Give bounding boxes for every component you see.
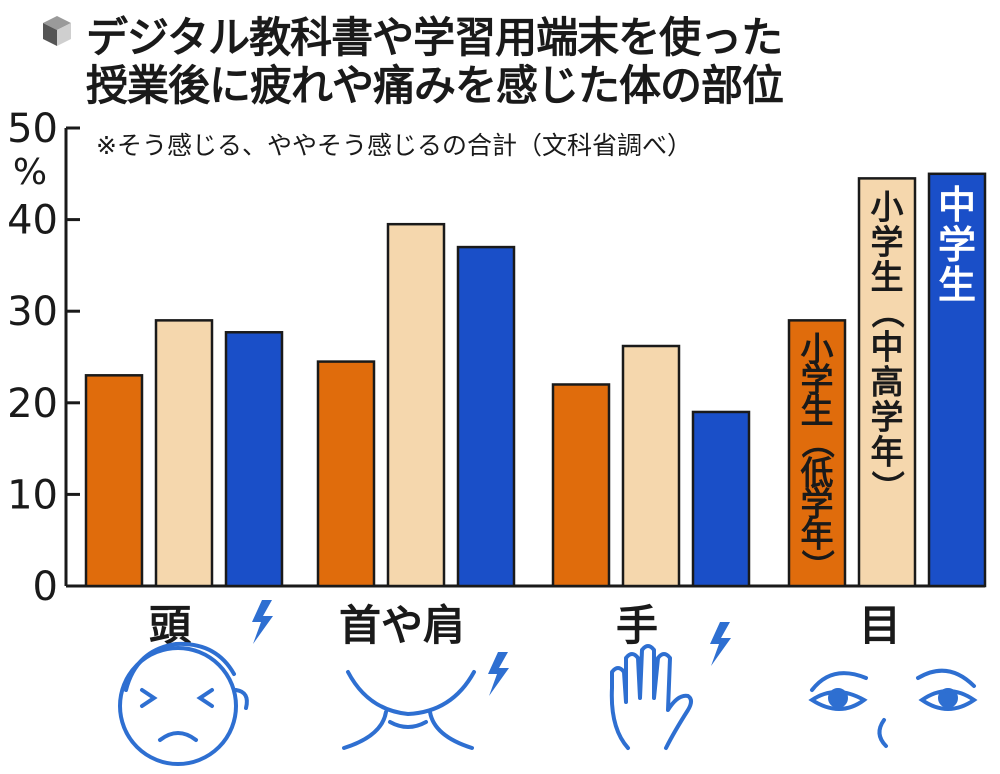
legend-label-char: ） <box>797 549 836 582</box>
chart-subtitle: ※そう感じる、ややそう感じるの合計（文科省調べ） <box>96 131 692 160</box>
bar-0-2 <box>224 331 284 588</box>
y-tick-label: 20 <box>7 381 58 427</box>
bar-0-0 <box>84 374 144 588</box>
bar-2-1 <box>621 344 681 588</box>
body-part-icons <box>118 600 978 766</box>
y-unit-label: % <box>13 152 47 193</box>
bar-1-0 <box>316 360 376 588</box>
legend-label-char: 学 <box>938 223 976 267</box>
lightning-bolt-icon <box>252 600 273 644</box>
bar-0-1 <box>154 319 214 588</box>
bar-2-2 <box>691 410 751 588</box>
bar-3-1 <box>857 177 917 588</box>
category-label: 目 <box>859 601 901 650</box>
bar-2-0 <box>551 383 611 588</box>
bar-1-2 <box>456 245 516 588</box>
legend-label-char: 低 <box>801 453 834 492</box>
legend-label-char: 小 <box>801 329 834 368</box>
legend-label-char: 年 <box>871 432 904 471</box>
neck-shoulder-pain-icon <box>342 670 476 750</box>
legend-label-char: （ <box>867 295 906 328</box>
legend-label-char: 中 <box>938 183 976 227</box>
chart-title-line-1: デジタル教科書や学習用端末を使った <box>86 13 783 62</box>
legend-label-char: 学 <box>871 222 904 261</box>
category-label: 手 <box>616 601 658 650</box>
hand-pain-icon <box>609 644 693 750</box>
eyes-icon <box>808 668 978 748</box>
legend-label-char: 小 <box>871 187 904 226</box>
legend-label-char: 生 <box>938 263 976 307</box>
category-labels: 頭 首や肩 手 目 <box>149 601 901 650</box>
headache-face-icon <box>118 641 249 766</box>
y-tick-label: 40 <box>7 198 58 244</box>
y-tick-label: 0 <box>33 564 58 610</box>
legend-label-char: 高 <box>871 362 904 401</box>
legend-label-char: 生 <box>801 391 834 430</box>
category-label: 頭 <box>149 601 192 650</box>
legend-label-char: 学 <box>801 360 834 399</box>
bar-1-1 <box>386 222 446 588</box>
category-label: 首や肩 <box>339 601 465 650</box>
lightning-bolt-icon <box>488 652 509 696</box>
legend-label-char: 生 <box>871 257 904 296</box>
logo-cube-icon <box>43 16 71 46</box>
bar-3-2 <box>927 172 987 588</box>
legend-label-char: 中 <box>871 327 904 366</box>
y-axis: 0 10 20 30 40 50% <box>7 106 985 610</box>
y-tick-label: 30 <box>7 289 58 335</box>
legend-label-char: 年 <box>801 515 834 554</box>
lightning-bolt-icon <box>710 622 731 666</box>
y-tick-label: 10 <box>7 472 58 518</box>
legend-label-char: ） <box>867 470 906 503</box>
y-tick-label: 50 <box>7 106 58 152</box>
legend-label-char: 学 <box>871 397 904 436</box>
legend-label-char: （ <box>797 425 836 458</box>
legend-label-char: 学 <box>801 484 834 523</box>
chart-title-line-2: 授業後に疲れや痛みを感じた体の部位 <box>86 61 784 110</box>
bar-3-0 <box>787 319 847 588</box>
